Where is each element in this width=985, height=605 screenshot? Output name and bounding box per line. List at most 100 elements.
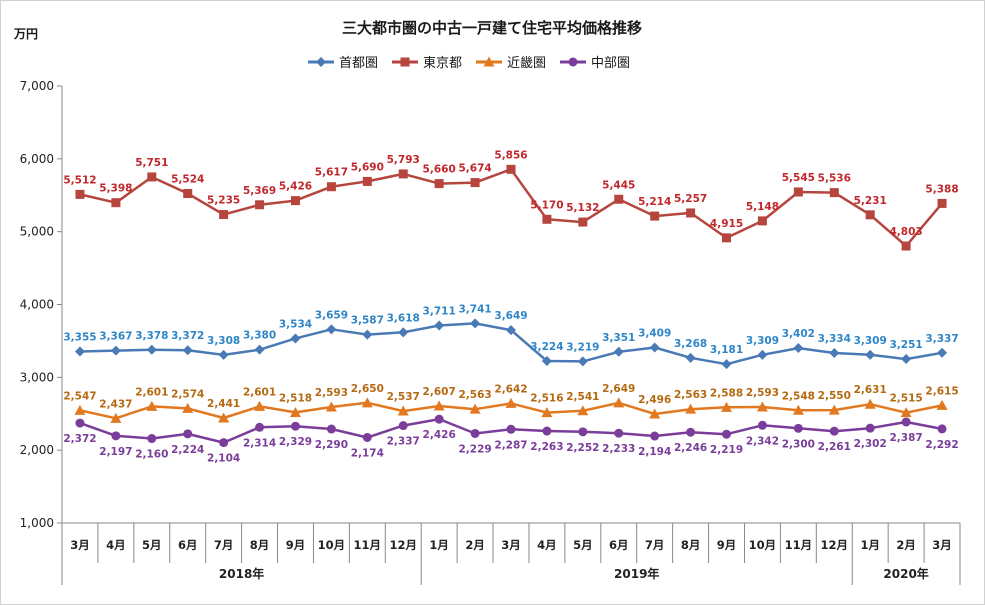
data-point <box>326 182 336 192</box>
data-point <box>505 397 517 408</box>
data-label: 5,793 <box>387 154 420 166</box>
data-label: 2,541 <box>566 391 599 403</box>
data-label: 5,369 <box>243 185 276 197</box>
data-point <box>434 414 444 424</box>
legend-item: 近畿圏 <box>476 56 546 71</box>
data-label: 2,426 <box>423 429 456 441</box>
data-point <box>901 354 912 365</box>
data-point <box>614 428 624 438</box>
data-label: 3,409 <box>638 328 671 340</box>
data-label: 2,588 <box>710 387 743 399</box>
data-point <box>721 401 733 412</box>
legend: 首都圏 東京都 近畿圏 中部圏 <box>308 55 630 71</box>
data-label: 5,445 <box>602 179 635 191</box>
data-label: 5,545 <box>782 172 815 184</box>
data-point <box>74 404 86 415</box>
data-point <box>757 420 767 430</box>
data-point <box>542 214 552 224</box>
data-point <box>865 349 876 360</box>
x-tick-label: 1月 <box>860 538 880 552</box>
data-label: 5,524 <box>171 174 204 186</box>
data-label: 3,367 <box>99 331 132 343</box>
data-point <box>326 324 337 335</box>
data-point <box>613 346 624 357</box>
y-axis: 1,000 2,000 3,000 4,000 5,000 6,000 7,000 <box>20 79 63 530</box>
data-label: 3,378 <box>135 330 168 342</box>
data-label: 2,437 <box>99 398 132 410</box>
data-label: 5,235 <box>207 195 240 207</box>
data-point <box>470 318 481 329</box>
data-label: 2,292 <box>925 439 958 451</box>
data-point <box>255 200 265 210</box>
data-point <box>326 424 336 434</box>
series-東京都 <box>75 164 947 251</box>
y-tick-label: 1,000 <box>20 516 54 530</box>
data-point <box>901 417 911 427</box>
data-label: 5,148 <box>746 201 779 213</box>
data-label: 2,329 <box>279 436 312 448</box>
data-label: 5,674 <box>458 163 491 175</box>
data-label: 2,593 <box>746 387 779 399</box>
data-label: 3,380 <box>243 330 276 342</box>
data-label: 2,631 <box>854 384 887 396</box>
data-label: 2,233 <box>602 443 635 455</box>
data-label: 3,308 <box>207 335 240 347</box>
data-point <box>398 169 408 179</box>
data-point <box>398 327 409 338</box>
legend-item: 東京都 <box>392 55 462 71</box>
data-point <box>937 347 948 358</box>
x-tick-label: 7月 <box>214 538 234 552</box>
data-label: 2,515 <box>890 393 923 405</box>
data-point <box>470 428 480 438</box>
data-label: 2,563 <box>458 389 491 401</box>
x-tick-label: 7月 <box>645 538 665 552</box>
data-label: 3,224 <box>530 341 563 353</box>
x-tick-label: 2月 <box>465 538 485 552</box>
legend-marker <box>568 57 578 67</box>
x-tick-label: 10月 <box>318 538 346 552</box>
data-point <box>75 418 85 428</box>
data-point <box>650 211 660 221</box>
data-label: 2,263 <box>530 441 563 453</box>
data-point <box>865 210 875 220</box>
x-axis: 3月 4月 5月 6月 7月 8月 9月 10月 11月 12月 1月 2月 3月 4月 5月 6月 7月 8月 9… <box>61 522 961 585</box>
data-point <box>542 426 552 436</box>
data-label: 5,214 <box>638 196 671 208</box>
data-point <box>793 343 804 354</box>
x-tick-label: 4月 <box>106 538 126 552</box>
legend-label: 首都圏 <box>339 56 378 71</box>
y-axis-unit: 万円 <box>13 27 38 41</box>
x-tick-label: 3月 <box>70 538 90 552</box>
data-point <box>362 329 373 340</box>
data-point <box>578 427 588 437</box>
data-point <box>361 397 373 408</box>
data-label: 2,649 <box>602 383 635 395</box>
data-label: 5,856 <box>494 149 527 161</box>
data-point <box>936 399 948 410</box>
y-tick-label: 5,000 <box>20 225 54 239</box>
data-label: 3,534 <box>279 318 312 330</box>
series-首都圏 <box>74 318 948 370</box>
data-label: 2,246 <box>674 442 707 454</box>
y-tick-label: 6,000 <box>20 152 54 166</box>
data-label: 2,593 <box>315 387 348 399</box>
data-point <box>829 348 840 359</box>
data-point <box>756 401 768 412</box>
data-point <box>506 164 516 174</box>
data-point <box>793 423 803 433</box>
data-label: 2,496 <box>638 394 671 406</box>
data-label: 3,219 <box>566 341 599 353</box>
data-point <box>183 189 193 199</box>
data-label: 3,309 <box>746 335 779 347</box>
data-label: 3,372 <box>171 330 204 342</box>
data-point <box>937 198 947 208</box>
data-point <box>362 176 372 186</box>
data-label: 2,314 <box>243 437 276 449</box>
data-point <box>469 403 481 414</box>
data-point <box>650 431 660 441</box>
data-point <box>218 349 229 360</box>
data-point <box>147 172 157 182</box>
data-point <box>111 198 121 208</box>
